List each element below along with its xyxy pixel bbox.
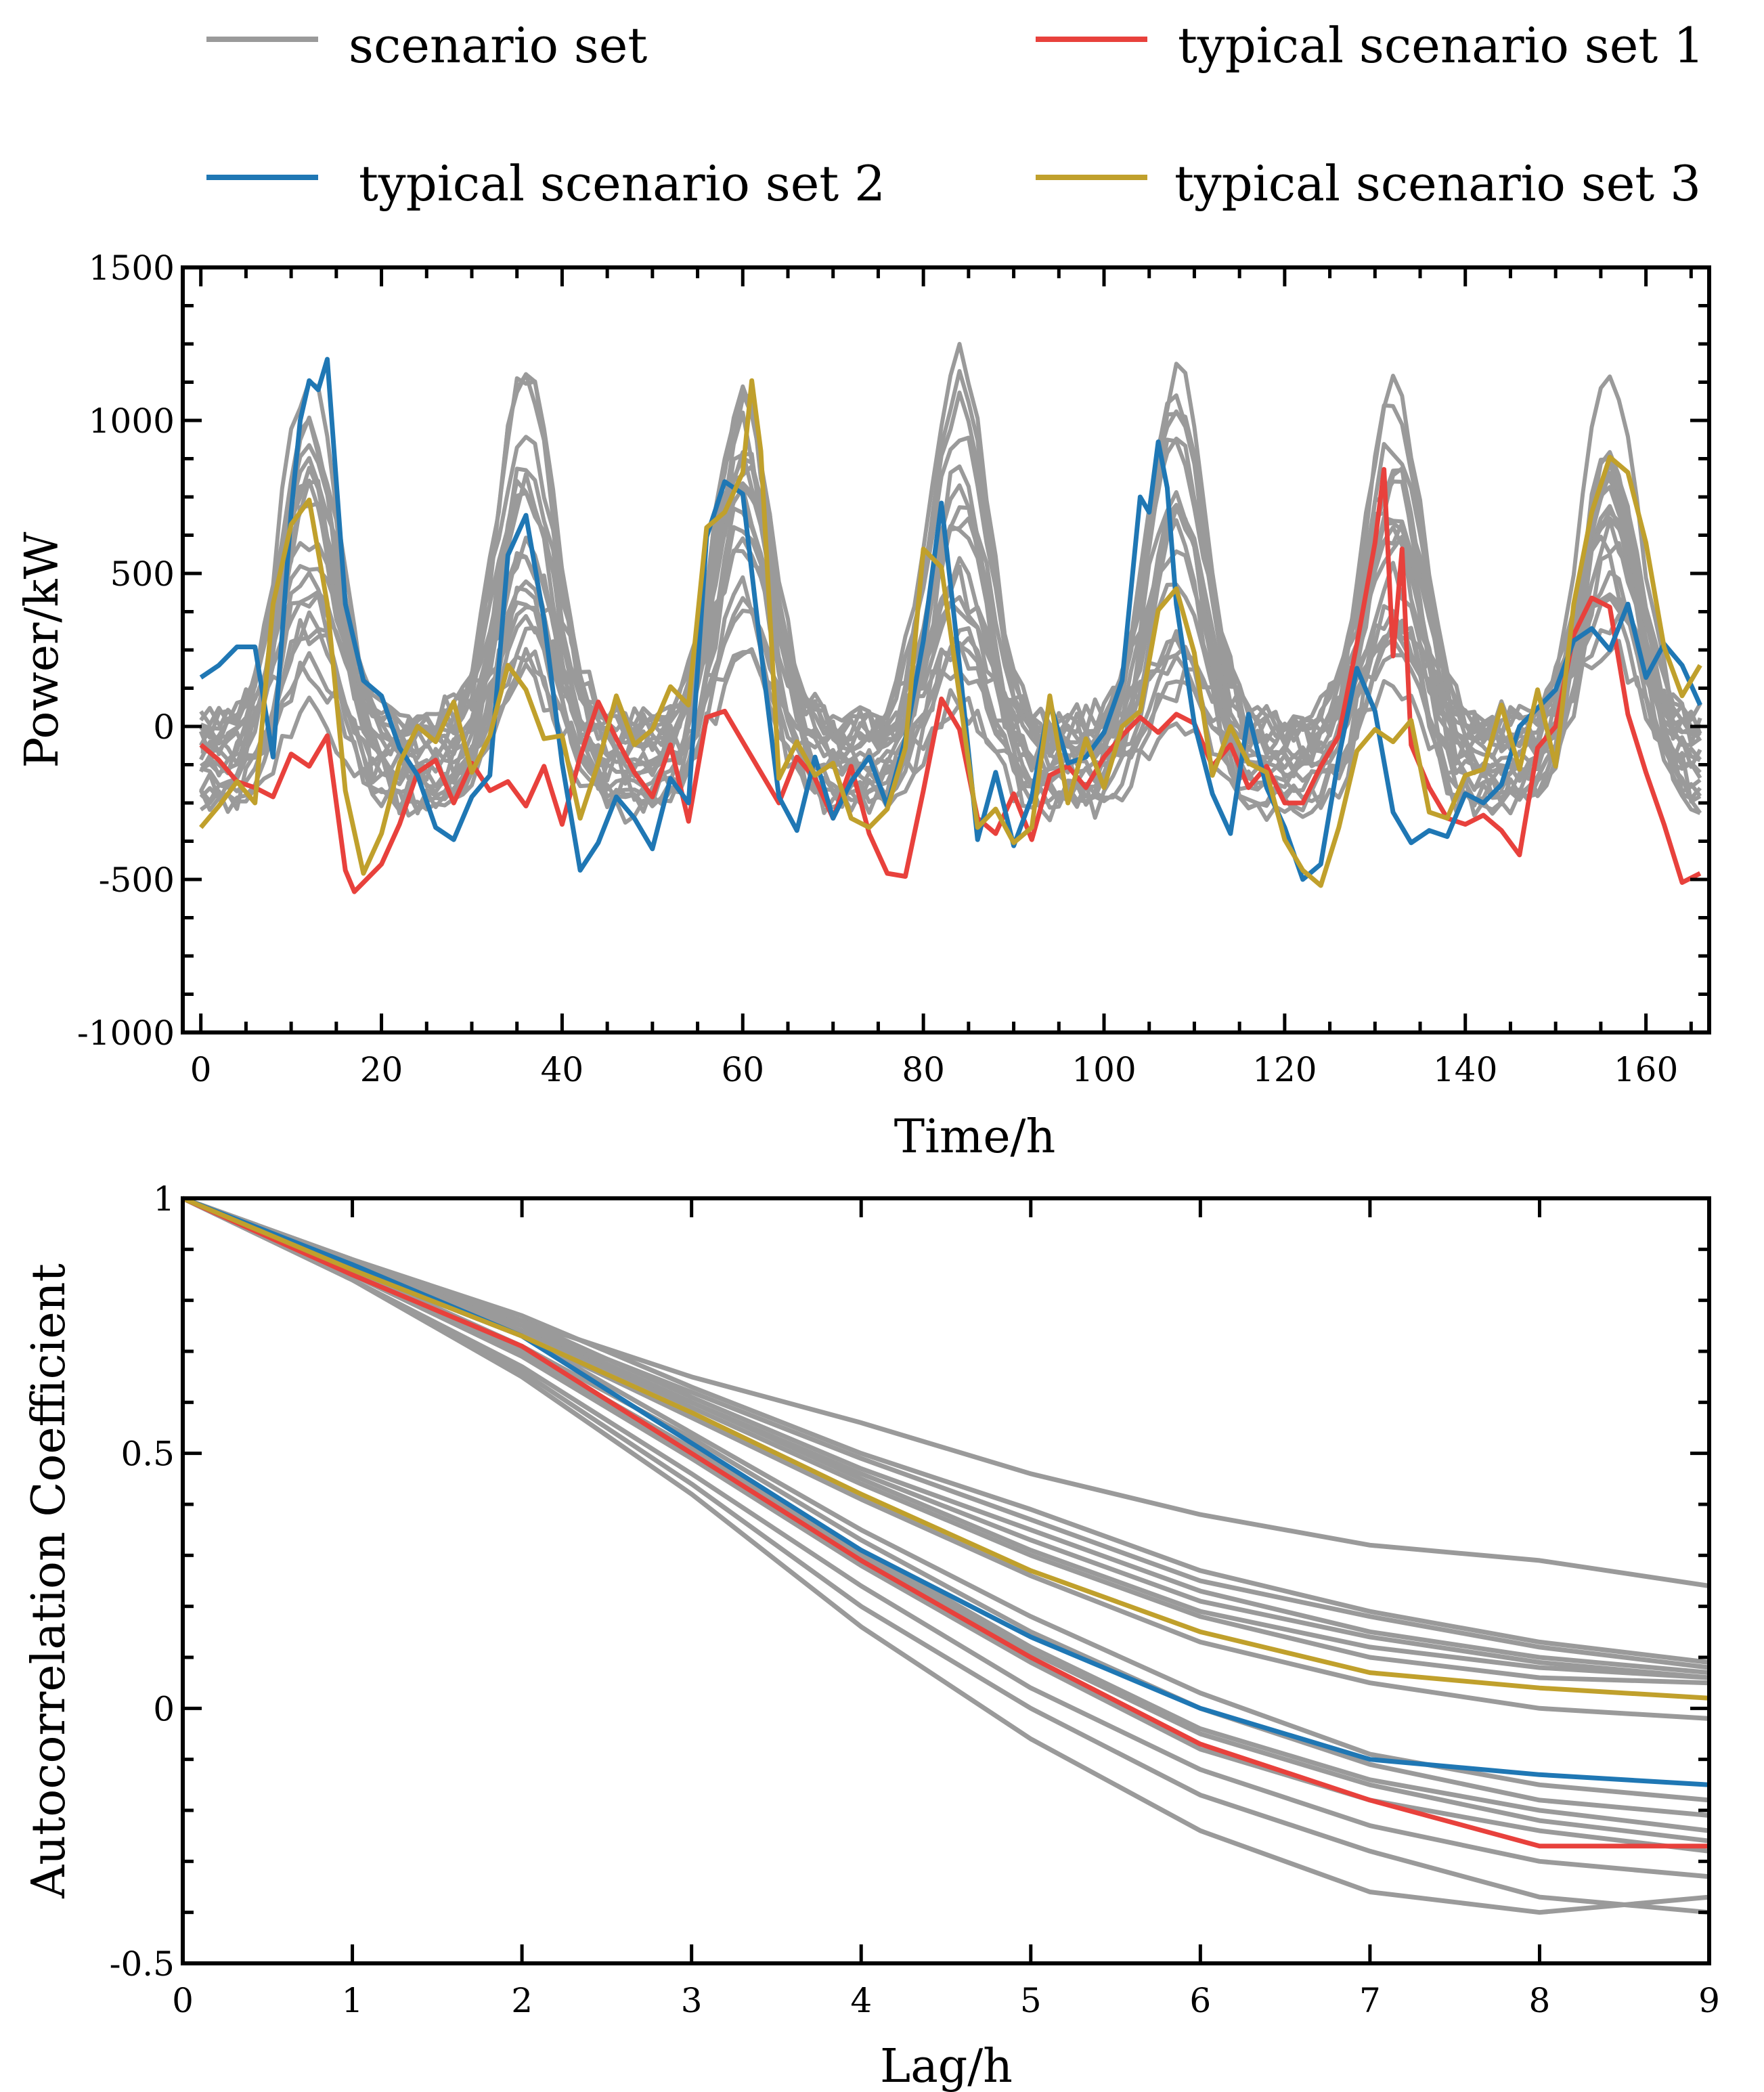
acf-chart-xtick-label: 1 (342, 1981, 363, 2020)
power-chart-series-typical1-0 (199, 466, 1702, 894)
legend: scenario set typical scenario set 1 typi… (206, 17, 1704, 212)
acf-chart-series-scenario-15 (181, 1196, 1710, 1854)
legend-label-scenario: scenario set (349, 17, 647, 74)
power-chart-xtick-label: 0 (190, 1050, 212, 1089)
power-chart-ytick-label: 0 (153, 707, 175, 747)
acf-chart-ticks (181, 1196, 1711, 1965)
power-chart-ylabel: Power/kW (16, 531, 69, 768)
acf-chart-tick-labels: 0 1 2 3 4 5 6 7 8 9-0.500.51 (110, 1179, 1720, 2020)
power-chart-ytick-label: 1000 (89, 401, 175, 441)
acf-chart-series-scenario-6 (181, 1196, 1710, 1676)
power-chart-typical-lines (199, 357, 1702, 894)
legend-label-typical-2: typical scenario set 2 (359, 155, 885, 212)
power-chart-ytick-label: 500 (110, 554, 175, 594)
acf-chart-xtick-label: 0 (172, 1981, 194, 2020)
acf-chart-series-scenario-18 (181, 1196, 1710, 1915)
acf-chart-xlabel: Lag/h (880, 2040, 1013, 2092)
power-chart-ytick-label: 1500 (89, 248, 175, 288)
acf-chart-xtick-label: 7 (1359, 1981, 1381, 2020)
power-chart-series-scenario-19 (200, 392, 1702, 761)
acf-chart-typical-lines (181, 1196, 1710, 1849)
power-chart-ytick-label: -1000 (77, 1014, 175, 1053)
acf-chart-xtick-label: 2 (511, 1981, 533, 2020)
power-chart: 0 20 40 60 80 100 120 140 160 -1000 -500 0 500 1000 15… (16, 248, 1711, 1164)
power-chart-tick-labels: 0 20 40 60 80 100 120 140 160 -1000 -500 0 500 1000 15… (77, 248, 1678, 1089)
acf-chart-ytick-label: -0.5 (110, 1944, 175, 1984)
acf-chart-series-scenario-4 (181, 1196, 1710, 1665)
power-chart-ticks (183, 265, 1709, 1034)
acf-chart-xtick-label: 8 (1529, 1981, 1551, 2020)
acf-chart-ytick-label: 0 (153, 1689, 175, 1728)
legend-label-typical-3: typical scenario set 3 (1174, 155, 1701, 212)
power-chart-xlabel: Time/h (894, 1110, 1056, 1164)
acf-chart-ytick-label: 0.5 (120, 1435, 175, 1474)
acf-chart-series-scenario-10 (181, 1196, 1710, 1721)
acf-chart-ytick-label: 1 (153, 1179, 175, 1219)
acf-chart-series-scenario-3 (181, 1196, 1710, 1588)
power-chart-xtick-label: 120 (1252, 1050, 1317, 1089)
power-chart-series-typical3-2 (199, 378, 1702, 888)
power-chart-frame (181, 265, 1711, 1034)
acf-chart: 0 1 2 3 4 5 6 7 8 9-0.500.51 Lag/h Autocorrelatio… (22, 1179, 1720, 2092)
acf-chart-xtick-label: 6 (1189, 1981, 1211, 2020)
acf-chart-xtick-label: 5 (1020, 1981, 1042, 2020)
acf-chart-xtick-label: 9 (1698, 1981, 1720, 2020)
power-chart-xtick-label: 100 (1072, 1050, 1136, 1089)
acf-chart-series-scenario-8 (181, 1196, 1710, 1680)
acf-chart-series-typical1-0 (181, 1196, 1709, 1849)
power-chart-ytick-label: -500 (99, 860, 175, 900)
legend-label-typical-1: typical scenario set 1 (1178, 17, 1704, 74)
acf-chart-xtick-label: 4 (850, 1981, 872, 2020)
acf-chart-scenario-lines (181, 1196, 1710, 1915)
acf-chart-frame (181, 1196, 1711, 1965)
power-chart-xtick-label: 140 (1433, 1050, 1497, 1089)
power-chart-xtick-label: 80 (902, 1050, 945, 1089)
acf-chart-series-typical3-2 (181, 1196, 1710, 1701)
power-chart-xtick-label: 20 (360, 1050, 403, 1089)
acf-chart-ylabel: Autocorrelation Coefficient (22, 1263, 76, 1899)
power-chart-xtick-label: 160 (1614, 1050, 1678, 1089)
power-chart-xtick-label: 40 (541, 1050, 584, 1089)
acf-chart-series-typical2-1 (181, 1196, 1710, 1787)
power-chart-xtick-label: 60 (721, 1050, 764, 1089)
acf-chart-xtick-label: 3 (681, 1981, 703, 2020)
power-chart-series-typical2-1 (199, 357, 1702, 882)
